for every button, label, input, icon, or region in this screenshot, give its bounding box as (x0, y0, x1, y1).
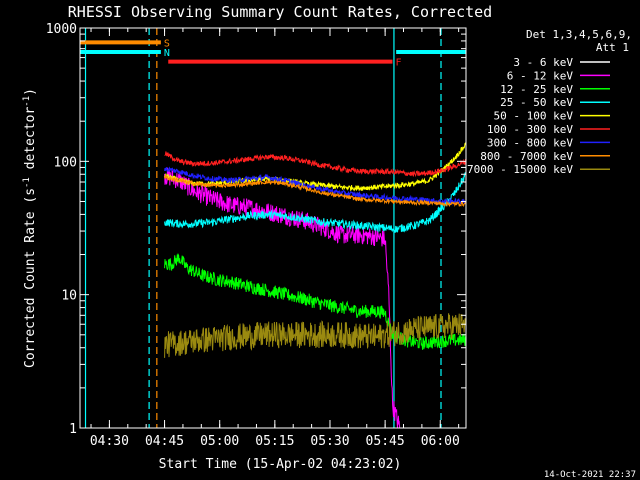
legend-label-6: 300 - 800 keV (487, 136, 573, 149)
legend-label-1: 6 - 12 keV (507, 69, 574, 82)
y-tick-label: 1000 (46, 22, 77, 37)
legend-label-5: 100 - 300 keV (487, 123, 573, 136)
y-tick-label: 100 (54, 155, 77, 170)
x-tick-label: 05:15 (255, 434, 294, 449)
chart-title: RHESSI Observing Summary Count Rates, Co… (68, 3, 492, 21)
y-axis-label-close: ) (23, 88, 38, 96)
x-tick-label: 05:30 (310, 434, 349, 449)
series-line-2 (164, 252, 466, 350)
series-line-7 (164, 174, 466, 208)
y-tick-label: 10 (61, 289, 77, 304)
y-axis-label-tail: detector (23, 107, 38, 178)
y-axis-label-tail-sup: -1 (22, 96, 32, 107)
series-line-8 (164, 313, 466, 358)
x-tick-label: 04:45 (145, 434, 184, 449)
flag-lines: SN F (80, 38, 466, 69)
y-tick-label: 1 (69, 422, 77, 437)
y-axis-label-main: Corrected Count Rate (s (23, 188, 38, 368)
series-line-4 (164, 142, 466, 192)
vertical-markers (84, 28, 442, 428)
timestamp: 14-Oct-2021 22:37 (544, 470, 636, 480)
legend-header-1: Att 1 (596, 41, 629, 54)
axes: 04:30 04:45 05:00 05:15 05:30 05:45 06:00 1 10 10… (46, 22, 466, 449)
legend-header-0: Det 1,3,4,5,6,9, (526, 28, 632, 41)
legend-label-4: 50 - 100 keV (494, 110, 574, 123)
series-line-1 (164, 167, 401, 428)
legend-label-2: 12 - 25 keV (500, 83, 573, 96)
legend-label-7: 800 - 7000 keV (480, 150, 573, 163)
x-tick-label: 04:30 (90, 434, 129, 449)
x-tick-label: 05:45 (366, 434, 405, 449)
y-axis-label: Corrected Count Rate (s-1 detector-1) (22, 88, 38, 368)
x-tick-label: 05:00 (200, 434, 239, 449)
legend-label-3: 25 - 50 keV (500, 96, 573, 109)
series-line-5 (164, 151, 466, 178)
x-tick-label: 06:00 (421, 434, 460, 449)
flag-label-0: S (164, 38, 170, 49)
legend-label-8: 7000 - 15000 keV (467, 163, 573, 176)
flag-label-1: N (164, 48, 170, 59)
legend-label-0: 3 - 6 keV (513, 56, 573, 69)
plot-frame (79, 27, 467, 429)
y-axis-label-sup: -1 (22, 177, 32, 188)
data-series (164, 142, 466, 428)
x-axis-label: Start Time (15-Apr-02 04:23:02) (159, 457, 402, 472)
flag-label-2: F (395, 58, 401, 69)
series-line-3 (164, 171, 466, 233)
